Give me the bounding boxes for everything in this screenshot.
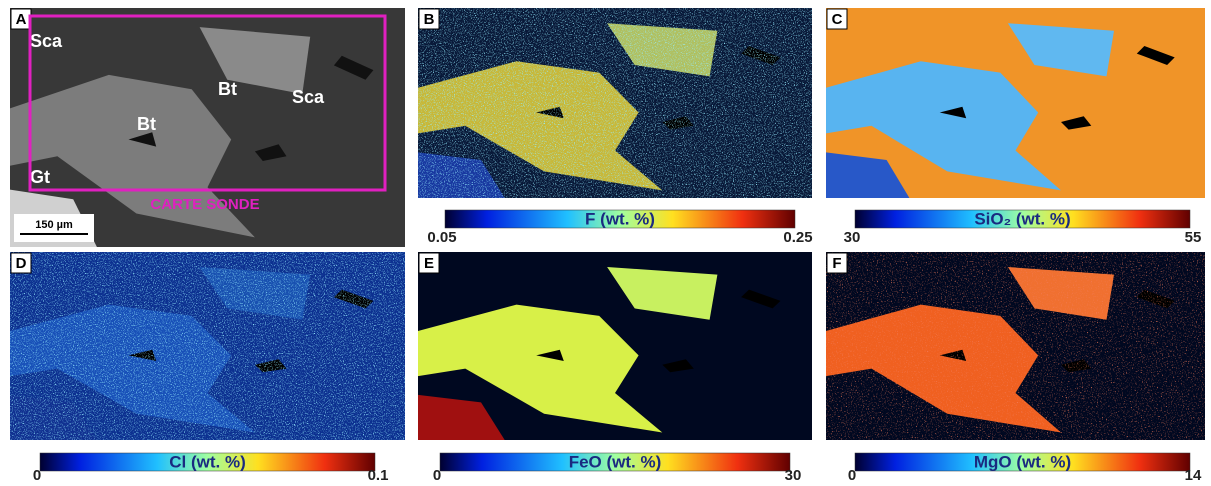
probe-label: CARTE SONDE <box>150 196 259 213</box>
crack <box>333 55 374 80</box>
colorbar <box>854 452 1191 472</box>
panel-letter-box <box>418 8 440 30</box>
panel-letter-box <box>418 252 440 274</box>
grain-bt <box>418 304 663 433</box>
mineral-label: Gt <box>30 167 50 187</box>
crack <box>662 359 694 373</box>
mineral-label: Bt <box>218 79 237 99</box>
colorbar-max: 14 <box>1185 467 1202 484</box>
map-noise <box>418 8 812 198</box>
crack <box>741 289 781 309</box>
panel-letter: B <box>424 11 435 28</box>
crack <box>128 132 157 147</box>
scale-bar-box <box>14 214 94 242</box>
map-panel: F MgO (wt. %) 0 14 <box>826 252 1205 484</box>
mineral-label: Sca <box>292 87 325 107</box>
grain-bt-upper <box>607 267 718 320</box>
crack <box>1136 46 1175 65</box>
crack <box>536 349 564 361</box>
map-panel: B F (wt. %) 0.05 0.25 <box>418 8 813 246</box>
panel-letter: F <box>832 255 841 272</box>
colorbar-max: 0.1 <box>368 467 389 484</box>
colorbar-max: 30 <box>785 467 802 484</box>
mineral-label: Sca <box>30 31 63 51</box>
colorbar-min: 30 <box>844 229 861 246</box>
panel-letter-box <box>826 8 848 30</box>
grain-gt <box>418 394 505 440</box>
crack <box>939 106 967 119</box>
map-panel: D Cl (wt. %) 0 0.1 <box>10 252 405 484</box>
colorbar <box>444 209 796 229</box>
colorbar-label: FeO (wt. %) <box>569 452 662 471</box>
colorbar-min: 0 <box>433 467 441 484</box>
probe-area <box>28 14 387 192</box>
colorbar-max: 55 <box>1185 229 1202 246</box>
panel-letter-box <box>826 252 848 274</box>
panel-letter-box <box>10 252 32 274</box>
colorbar-min: 0 <box>33 467 41 484</box>
colorbar-label: F (wt. %) <box>585 209 655 228</box>
colorbar <box>439 452 791 472</box>
colorbar-label: MgO (wt. %) <box>974 452 1071 471</box>
colorbar-min: 0 <box>848 467 856 484</box>
colorbar-max: 0.25 <box>783 229 812 246</box>
colorbar <box>854 209 1191 229</box>
grain-bt-upper <box>1007 23 1114 77</box>
grain-bt-upper <box>199 27 311 95</box>
mineral-label: Bt <box>137 114 156 134</box>
crack <box>254 144 287 161</box>
colorbar-label: Cl (wt. %) <box>169 452 246 471</box>
panel-letter: E <box>424 255 434 272</box>
colorbar-label: SiO₂ (wt. %) <box>974 209 1070 228</box>
map-panel: C SiO₂ (wt. %) 30 55 <box>826 8 1205 246</box>
panel-letter: A <box>16 11 27 28</box>
scale-bar-label: 150 µm <box>35 219 73 231</box>
panel-letter: D <box>16 255 27 272</box>
map-panel: E FeO (wt. %) 0 30 <box>418 252 812 484</box>
map-noise <box>826 252 1205 440</box>
colorbar-min: 0.05 <box>427 229 456 246</box>
colorbar <box>39 452 376 472</box>
map-noise <box>10 252 405 440</box>
crack <box>1061 116 1092 130</box>
grain-bt <box>10 74 255 238</box>
grain-bt <box>826 61 1061 191</box>
grain-gt <box>826 152 910 198</box>
panel-letter: C <box>832 11 843 28</box>
